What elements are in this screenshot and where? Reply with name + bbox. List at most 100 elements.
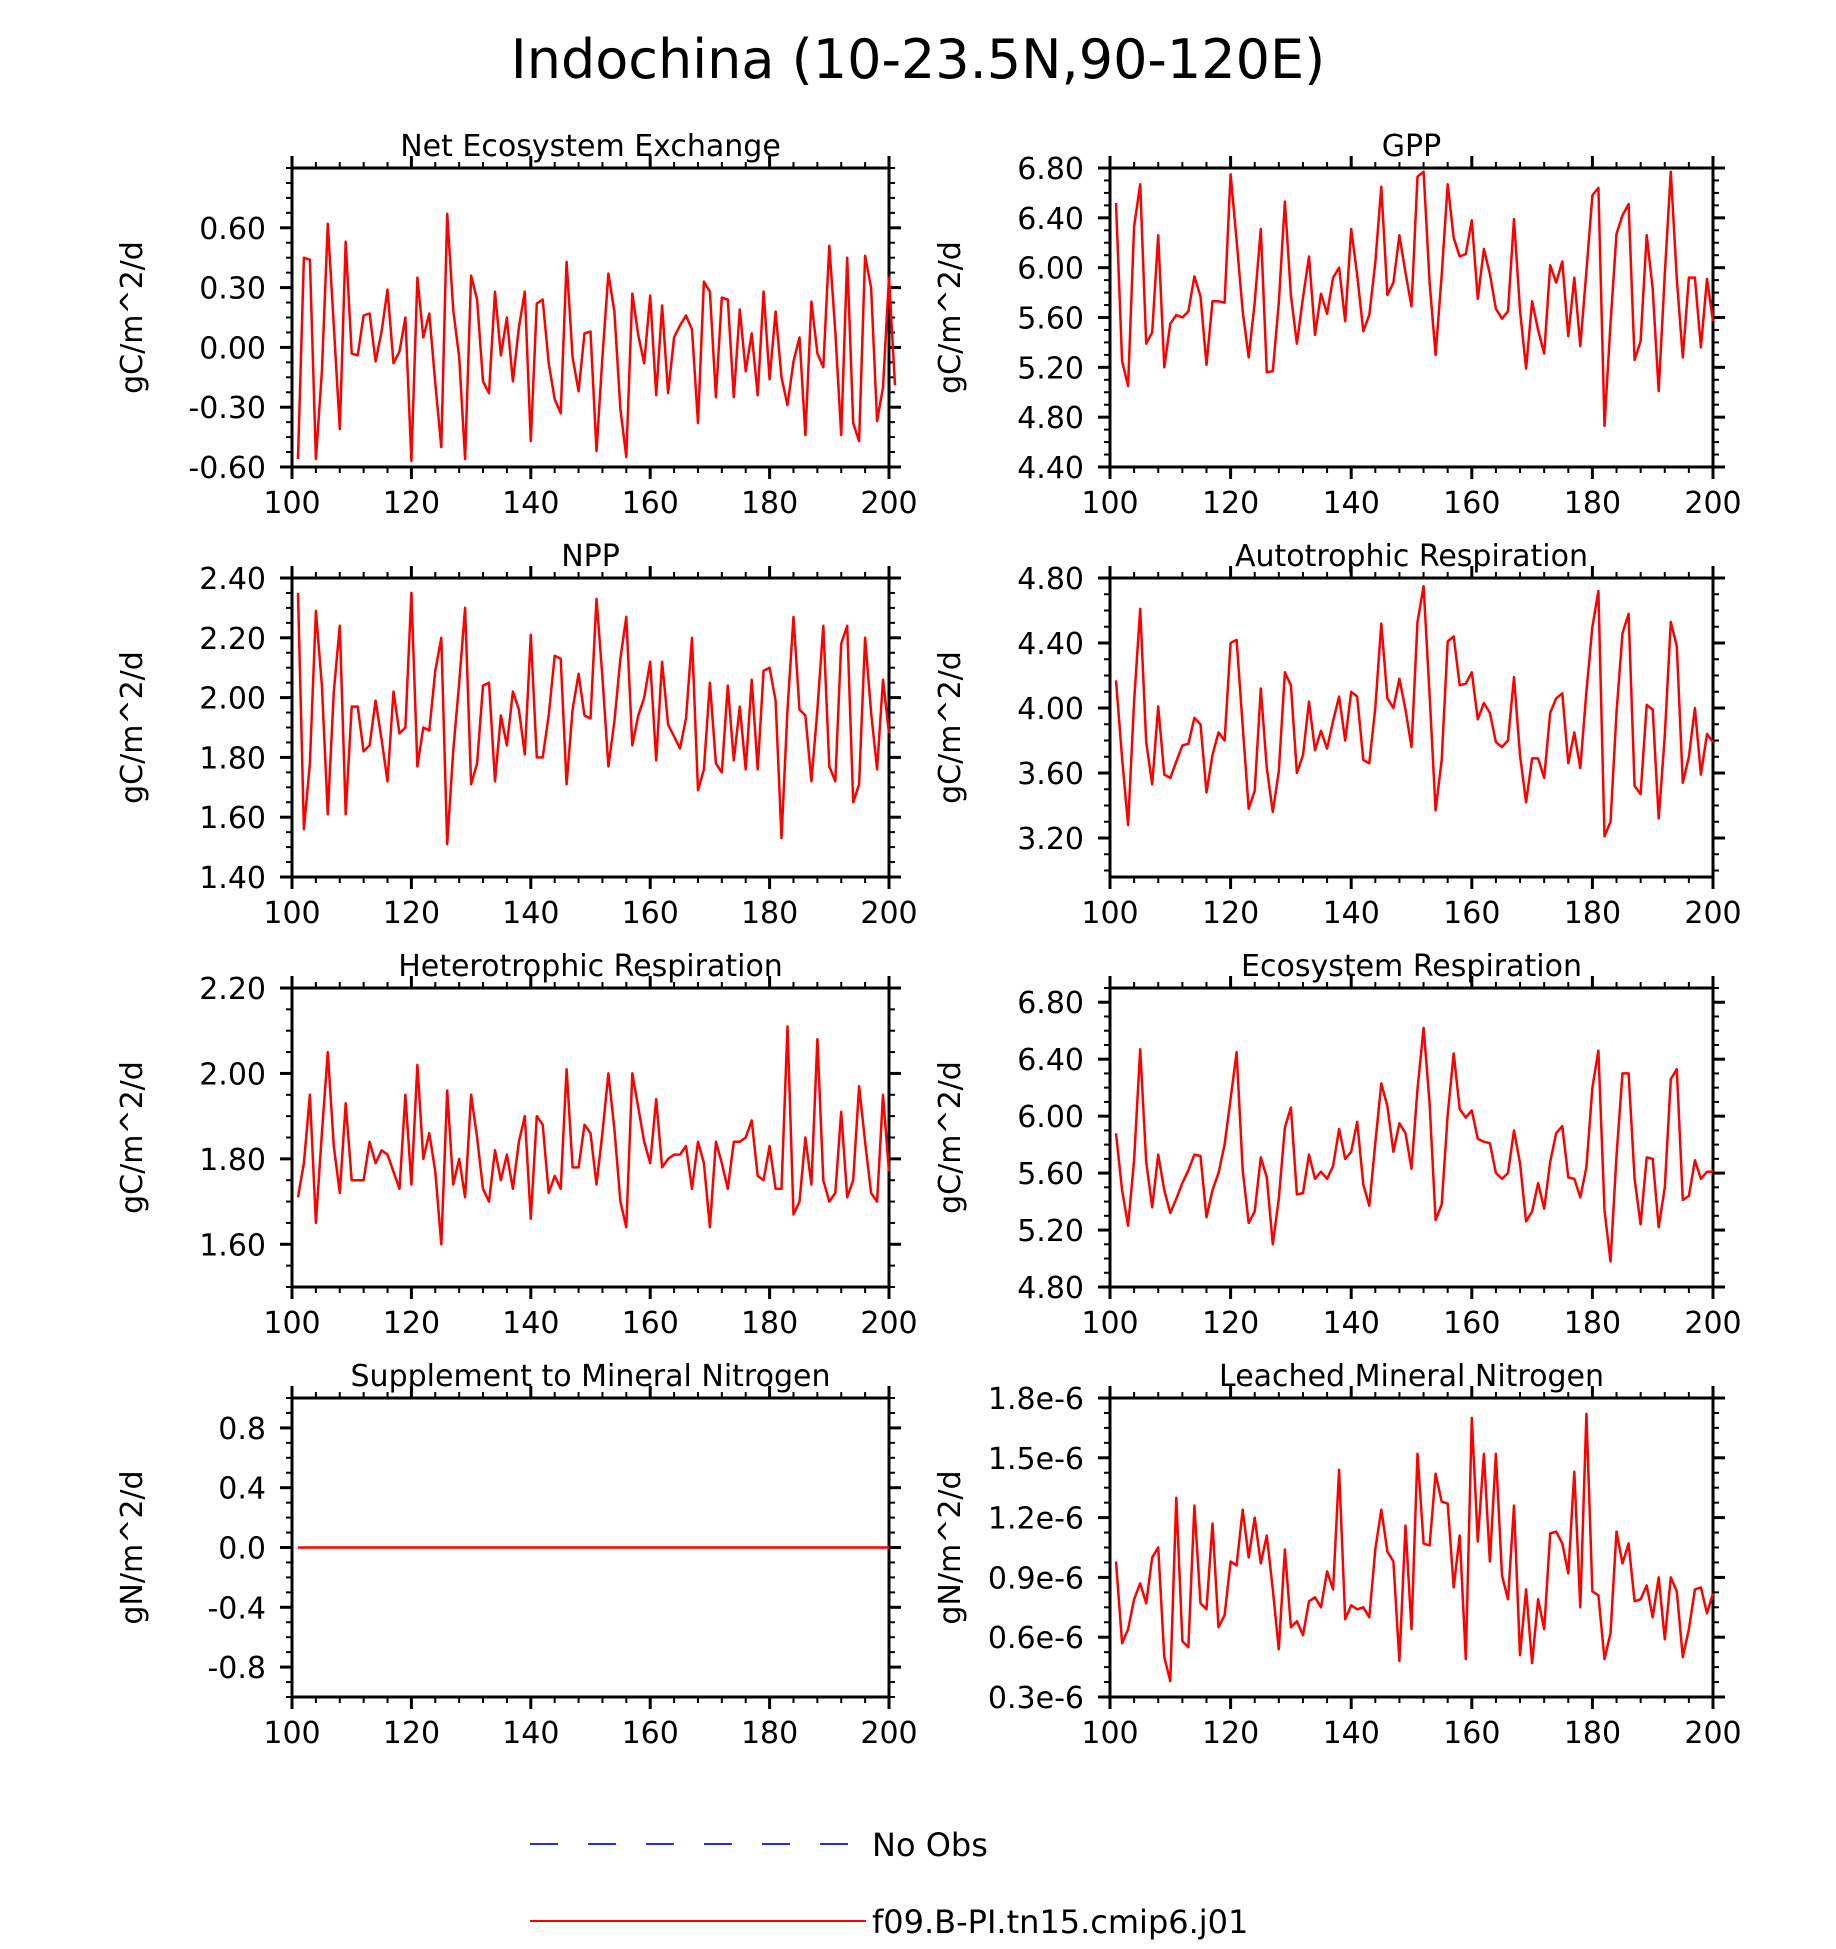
series-line-model: [296, 1025, 891, 1246]
y-tick-label: 6.80: [1017, 986, 1084, 1021]
panel-title: Autotrophic Respiration: [1235, 539, 1588, 574]
y-tick-label: 4.80: [1017, 401, 1084, 436]
x-tick-label: 180: [1564, 1306, 1621, 1341]
y-axis-label: gC/m^2/d: [115, 1061, 150, 1214]
x-tick-label: 120: [383, 486, 440, 521]
y-tick-label: 4.80: [1017, 1271, 1084, 1306]
x-tick-label: 120: [1202, 896, 1259, 931]
chart-panel-2: GPP gC/m^2/d 100 120 140 160 180 200 4.40 4.80 5.2…: [933, 129, 1742, 521]
x-tick-label: 200: [1684, 1306, 1741, 1341]
series-line-model: [296, 591, 891, 846]
x-tick-label: 160: [1443, 1716, 1500, 1751]
y-axis-label: gC/m^2/d: [933, 1061, 968, 1214]
y-tick-label: 2.20: [199, 622, 266, 657]
panel-title: Supplement to Mineral Nitrogen: [351, 1359, 831, 1394]
x-tick-label: 200: [860, 486, 917, 521]
x-tick-label: 120: [383, 896, 440, 931]
x-tick-label: 100: [263, 1306, 320, 1341]
x-tick-label: 120: [383, 1716, 440, 1751]
y-tick-label: 0.0: [218, 1532, 266, 1567]
x-tick-label: 160: [622, 1716, 679, 1751]
y-tick-label: 0.8: [218, 1412, 266, 1447]
x-tick-label: 100: [1081, 486, 1138, 521]
x-tick-label: 100: [263, 896, 320, 931]
panel-title: Net Ecosystem Exchange: [400, 129, 781, 164]
chart-panel-8: Leached Mineral Nitrogen gN/m^2/d 100 120 14…: [933, 1359, 1742, 1751]
series-line-model: [1114, 584, 1715, 838]
x-tick-label: 180: [741, 896, 798, 931]
panel-title: GPP: [1382, 129, 1441, 164]
y-tick-label: 2.20: [199, 972, 266, 1007]
x-tick-label: 200: [860, 1306, 917, 1341]
x-tick-label: 100: [263, 486, 320, 521]
y-tick-label: 1.2e-6: [988, 1502, 1084, 1537]
panel-title: Leached Mineral Nitrogen: [1219, 1359, 1604, 1394]
y-tick-label: 0.00: [199, 331, 266, 366]
chart-panel-3: NPP gC/m^2/d 100 120 140 160 180 200 1.40 1.60 1.8…: [115, 539, 918, 931]
panel-title: NPP: [561, 539, 620, 574]
x-tick-label: 160: [622, 896, 679, 931]
y-tick-label: 0.30: [199, 272, 266, 307]
y-tick-label: -0.30: [188, 391, 266, 426]
y-tick-label: 2.00: [199, 682, 266, 717]
y-tick-label: 6.00: [1017, 1100, 1084, 1135]
y-tick-label: 6.40: [1017, 1043, 1084, 1078]
chart-panel-4: Autotrophic Respiration gC/m^2/d 100 120 140…: [933, 539, 1742, 931]
panel-title: Heterotrophic Respiration: [398, 949, 783, 984]
y-tick-label: 0.4: [218, 1472, 266, 1507]
plot-frame: [1108, 576, 1715, 879]
y-tick-label: 6.80: [1017, 152, 1084, 187]
x-tick-label: 160: [1443, 486, 1500, 521]
y-tick-label: 1.5e-6: [988, 1442, 1084, 1477]
x-tick-label: 200: [1684, 1716, 1741, 1751]
x-tick-label: 120: [1202, 1306, 1259, 1341]
x-tick-label: 140: [1323, 1716, 1380, 1751]
y-tick-label: 3.60: [1017, 757, 1084, 792]
y-tick-label: 1.40: [199, 861, 266, 896]
y-tick-label: 4.00: [1017, 692, 1084, 727]
panel-title: Ecosystem Respiration: [1241, 949, 1582, 984]
x-tick-label: 180: [741, 486, 798, 521]
x-tick-label: 120: [1202, 486, 1259, 521]
x-tick-label: 180: [741, 1716, 798, 1751]
plot-frame: [1108, 986, 1715, 1289]
legend: No Obs f09.B-PI.tn15.cmip6.j01: [530, 1826, 1248, 1941]
y-tick-label: 5.20: [1017, 1214, 1084, 1249]
y-axis-label: gN/m^2/d: [115, 1470, 150, 1624]
x-tick-label: 180: [1564, 896, 1621, 931]
x-tick-label: 120: [383, 1306, 440, 1341]
series-line-model: [1114, 1026, 1713, 1263]
y-axis-label: gC/m^2/d: [933, 651, 968, 804]
x-tick-label: 140: [502, 1716, 559, 1751]
y-tick-label: 2.40: [199, 562, 266, 597]
x-tick-label: 200: [860, 896, 917, 931]
x-tick-label: 100: [263, 1716, 320, 1751]
x-tick-label: 140: [1323, 896, 1380, 931]
y-tick-label: 6.00: [1017, 252, 1084, 287]
y-tick-label: -0.60: [188, 451, 266, 486]
y-tick-label: 0.9e-6: [988, 1561, 1084, 1596]
x-tick-label: 100: [1081, 1306, 1138, 1341]
y-tick-label: -0.4: [207, 1591, 266, 1626]
chart-panel-6: Ecosystem Respiration gC/m^2/d 100 120 140 16…: [933, 949, 1742, 1341]
chart-panel-7: Supplement to Mineral Nitrogen gN/m^2/d 10…: [115, 1359, 918, 1751]
legend-obs-label: No Obs: [872, 1826, 988, 1864]
y-tick-label: 0.6e-6: [988, 1621, 1084, 1656]
y-tick-label: 4.80: [1017, 562, 1084, 597]
y-tick-label: 6.40: [1017, 202, 1084, 237]
series-line-model: [1114, 170, 1715, 428]
x-tick-label: 100: [1081, 896, 1138, 931]
y-axis-label: gN/m^2/d: [933, 1470, 968, 1624]
y-tick-label: 1.60: [199, 801, 266, 836]
y-axis-label: gC/m^2/d: [115, 241, 150, 394]
series-line-model: [296, 212, 897, 463]
x-tick-label: 120: [1202, 1716, 1259, 1751]
x-tick-label: 160: [1443, 896, 1500, 931]
x-tick-label: 200: [1684, 486, 1741, 521]
legend-model-label: f09.B-PI.tn15.cmip6.j01: [872, 1903, 1248, 1941]
x-tick-label: 140: [502, 486, 559, 521]
y-axis-label: gC/m^2/d: [115, 651, 150, 804]
y-tick-label: 5.20: [1017, 351, 1084, 386]
figure-title: Indochina (10-23.5N,90-120E): [511, 28, 1325, 91]
y-tick-label: 5.60: [1017, 1157, 1084, 1192]
